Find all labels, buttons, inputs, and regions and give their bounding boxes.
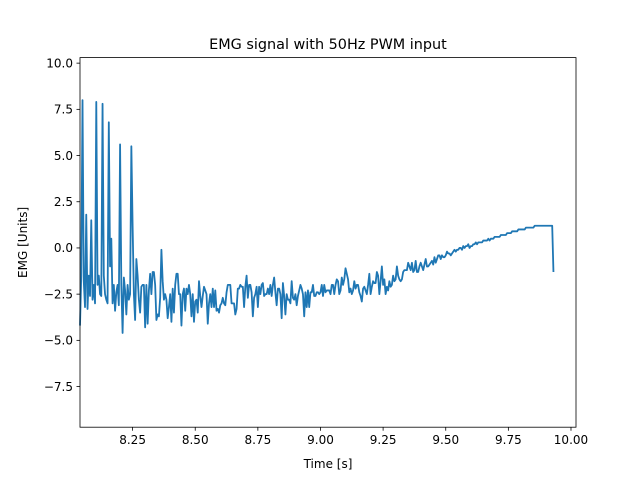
y-tick-label: 2.5	[54, 195, 73, 209]
x-tick-label: 9.50	[432, 433, 459, 447]
y-tick-label: 5.0	[54, 149, 73, 163]
x-axis: 8.25 8.50 8.75 9.00 9.25 9.50 9.75 10.00	[119, 427, 588, 447]
y-tick-label: 0.0	[54, 241, 73, 255]
y-axis: −7.5 −5.0 −2.5 0.0 2.5 5.0 7.5 10.0	[44, 56, 80, 394]
y-tick-label: 10.0	[46, 56, 73, 70]
x-tick-label: 9.25	[370, 433, 397, 447]
x-tick-label: 8.25	[119, 433, 146, 447]
plot-area	[79, 99, 555, 334]
y-tick-label: −5.0	[44, 334, 73, 348]
x-tick-label: 9.75	[495, 433, 522, 447]
plot-frame	[79, 57, 577, 428]
x-tick-label: 8.50	[182, 433, 209, 447]
y-tick-label: −2.5	[44, 287, 73, 301]
x-tick-label: 9.00	[307, 433, 334, 447]
x-tick-label: 8.75	[244, 433, 271, 447]
emg-series-line	[79, 99, 555, 334]
chart-title: EMG signal with 50Hz PWM input	[209, 37, 447, 53]
x-axis-label: Time [s]	[303, 457, 353, 471]
y-axis-label: EMG [Units]	[16, 207, 30, 278]
y-tick-label: −7.5	[44, 380, 73, 394]
y-tick-label: 7.5	[54, 103, 73, 117]
x-tick-label: 10.00	[554, 433, 588, 447]
